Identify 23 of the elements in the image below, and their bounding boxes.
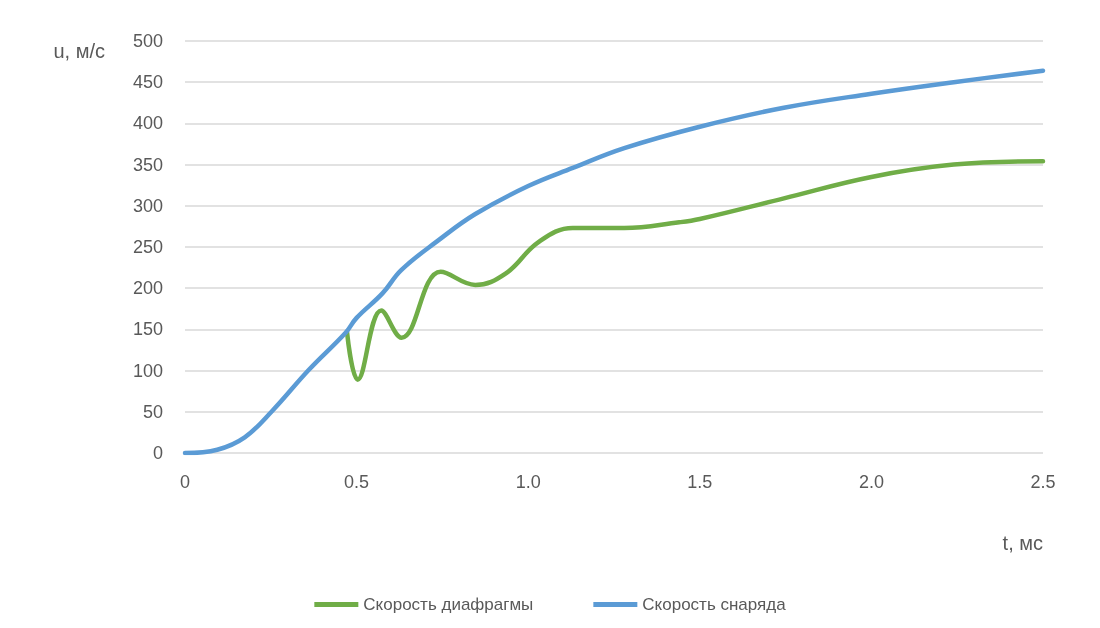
x-tick-label: 2.5 bbox=[1030, 472, 1056, 492]
y-tick-label: 300 bbox=[132, 195, 163, 216]
y-tick-label: 50 bbox=[142, 401, 163, 422]
legend-label: Скорость диафрагмы bbox=[363, 595, 534, 614]
y-tick-label: 350 bbox=[132, 154, 163, 175]
line-series bbox=[182, 68, 1046, 456]
y-tick-label: 400 bbox=[132, 113, 163, 134]
y-axis-title: u, м/с bbox=[53, 40, 105, 62]
x-tick-label: 0.5 bbox=[344, 472, 370, 492]
y-tick-label: 200 bbox=[132, 278, 163, 299]
x-tick-label: 1.5 bbox=[687, 472, 713, 492]
x-tick-label: 1.0 bbox=[515, 472, 541, 492]
y-tick-label: 100 bbox=[132, 360, 163, 381]
y-tick-label: 500 bbox=[132, 31, 163, 51]
legend-label: Скорость снаряда bbox=[642, 595, 787, 614]
y-tick-label: 150 bbox=[132, 319, 163, 340]
x-axis-title: t, мс bbox=[1002, 532, 1043, 554]
x-tick-label: 0 bbox=[179, 472, 191, 492]
y-tick-label: 250 bbox=[132, 237, 163, 257]
x-tick-label: 2.0 bbox=[858, 472, 884, 492]
line-series bbox=[344, 159, 1046, 382]
y-tick-label: 450 bbox=[132, 72, 163, 93]
y-tick-label: 0 bbox=[152, 443, 163, 463]
